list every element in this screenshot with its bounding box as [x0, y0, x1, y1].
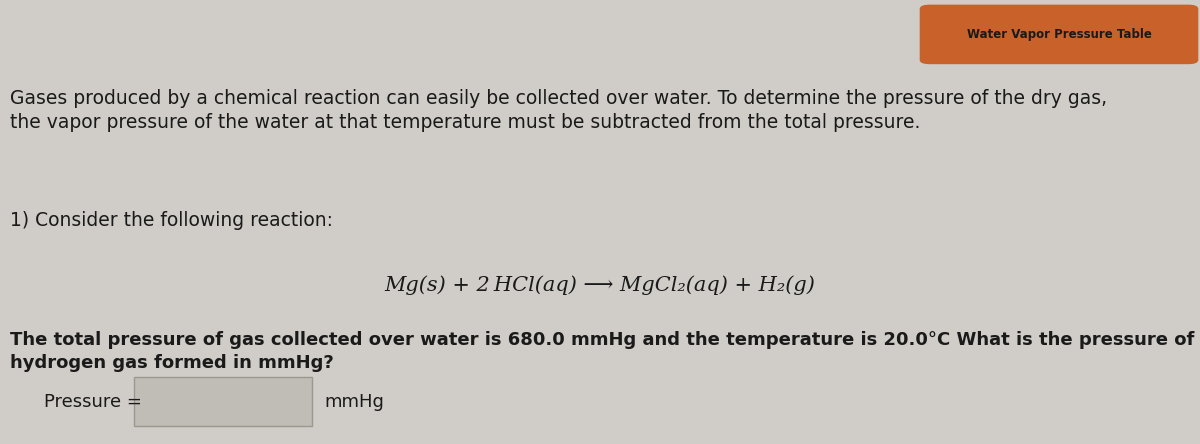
Text: 1) Consider the following reaction:: 1) Consider the following reaction:: [10, 211, 332, 230]
Text: Mg(s) + 2 HCl(aq) ⟶ MgCl₂(aq) + H₂(g): Mg(s) + 2 HCl(aq) ⟶ MgCl₂(aq) + H₂(g): [384, 275, 816, 295]
Text: mmHg: mmHg: [324, 393, 384, 411]
Text: The total pressure of gas collected over water is 680.0 mmHg and the temperature: The total pressure of gas collected over…: [10, 331, 1194, 373]
Text: Gases produced by a chemical reaction can easily be collected over water. To det: Gases produced by a chemical reaction ca…: [10, 89, 1106, 132]
Text: Pressure =: Pressure =: [44, 393, 143, 411]
FancyBboxPatch shape: [134, 377, 312, 426]
FancyBboxPatch shape: [920, 5, 1198, 63]
Text: Water Vapor Pressure Table: Water Vapor Pressure Table: [966, 28, 1152, 41]
